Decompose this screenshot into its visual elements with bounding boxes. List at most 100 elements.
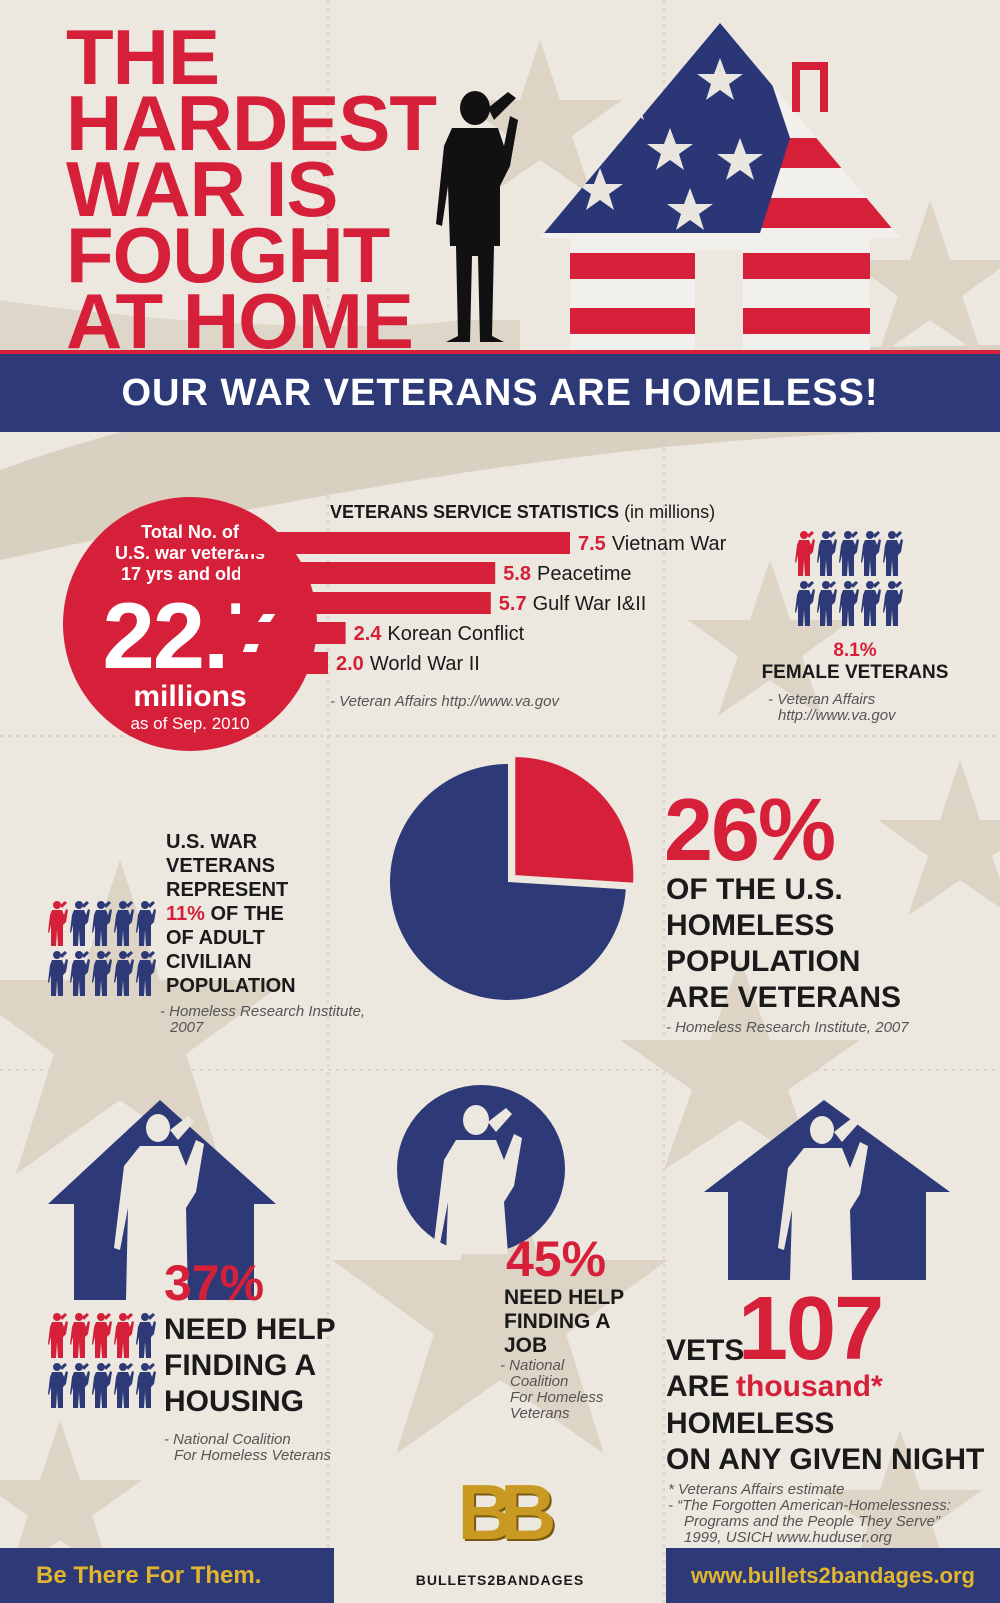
female-veterans-icon-grid bbox=[795, 531, 903, 626]
adult-pop-line4: 11% OF THE bbox=[166, 902, 296, 926]
soldier-icon bbox=[839, 581, 859, 626]
service-stats-title: VETERANS SERVICE STATISTICS (in millions… bbox=[330, 502, 715, 523]
female-source: - Veteran Affairs http://www.va.gov bbox=[768, 692, 896, 724]
job-line2: FINDING A bbox=[504, 1310, 611, 1333]
total-date: as of Sep. 2010 bbox=[130, 714, 250, 733]
night-note4: 1999, USICH www.huduser.org bbox=[684, 1529, 892, 1546]
house-soldier-icon bbox=[704, 1100, 950, 1280]
adult-pop-line7: POPULATION bbox=[166, 975, 296, 997]
job-text: NEED HELP FINDING A JOB bbox=[504, 1286, 624, 1358]
title-line: FOUGHT bbox=[66, 211, 390, 299]
pie-source: - Homeless Research Institute, 2007 bbox=[666, 1019, 909, 1036]
bar-label: 5.8 Peacetime bbox=[503, 563, 631, 585]
night-notes: * Veterans Affairs estimate - “The Forgo… bbox=[668, 1482, 951, 1546]
housing-text: NEED HELP FINDING A HOUSING bbox=[164, 1312, 336, 1420]
pie-value: 26% bbox=[664, 780, 836, 879]
pie-line3: POPULATION bbox=[666, 945, 861, 978]
soldier-icon bbox=[70, 1363, 90, 1408]
total-line1: Total No. of bbox=[141, 522, 239, 542]
soldier-icon bbox=[817, 531, 837, 576]
service-stats-unit: (in millions) bbox=[624, 502, 716, 522]
housing-line2: FINDING A bbox=[164, 1349, 317, 1382]
pie-slice bbox=[390, 764, 626, 1000]
adult-pop-line5: OF ADULT bbox=[166, 927, 265, 949]
circle-soldier-icon bbox=[397, 1085, 565, 1254]
soldier-icon bbox=[48, 901, 68, 946]
adult-pop-line6: CIVILIAN bbox=[166, 951, 252, 973]
soldier-icon bbox=[883, 581, 903, 626]
adult-pop-text: U.S. WAR VETERANS REPRESENT 11% OF THE O… bbox=[166, 830, 296, 998]
bar bbox=[240, 592, 491, 614]
house-soldier-icon bbox=[48, 1100, 276, 1300]
total-line3: 17 yrs and older bbox=[120, 564, 260, 584]
soldier-icon bbox=[92, 951, 112, 996]
soldier-icon bbox=[70, 1313, 90, 1358]
night-note2: - “The Forgotten American-Homelessness: bbox=[668, 1497, 951, 1514]
footer-url[interactable]: www.bullets2bandages.org bbox=[690, 1563, 975, 1588]
housing-line3: HOUSING bbox=[164, 1385, 305, 1418]
soldier-icon bbox=[92, 1313, 112, 1358]
job-source-line4: Veterans bbox=[510, 1405, 570, 1422]
housing-source-line2: For Homeless Veterans bbox=[174, 1447, 332, 1464]
soldier-icon bbox=[70, 951, 90, 996]
soldier-icon bbox=[70, 901, 90, 946]
homeless-pie-chart bbox=[390, 757, 634, 1000]
title-line: WAR IS bbox=[66, 145, 338, 233]
total-line2: U.S. war veterans bbox=[114, 543, 266, 563]
night-text: HOMELESS ON ANY GIVEN NIGHT bbox=[666, 1406, 984, 1478]
footer-left: Be There For Them. bbox=[0, 1548, 334, 1603]
female-value: 8.1% bbox=[833, 640, 877, 661]
adult-pop-source: - Homeless Research Institute, 2007 bbox=[160, 1004, 365, 1036]
soldier-icon bbox=[114, 1363, 134, 1408]
night-line1: HOMELESS bbox=[666, 1407, 835, 1440]
job-source-line3: For Homeless bbox=[510, 1389, 604, 1406]
night-unit: thousand* bbox=[736, 1370, 883, 1403]
bar bbox=[240, 652, 328, 674]
female-label: FEMALE VETERANS bbox=[761, 662, 949, 683]
saluting-soldier-icon bbox=[436, 91, 518, 342]
night-line2: ON ANY GIVEN NIGHT bbox=[666, 1443, 985, 1476]
housing-icon-grid bbox=[48, 1313, 156, 1408]
bar-label: 7.5 Vietnam War bbox=[578, 533, 727, 555]
soldier-icon bbox=[861, 581, 881, 626]
footer-right: www.bullets2bandages.org bbox=[666, 1548, 1000, 1603]
housing-source-line1: - National Coalition bbox=[164, 1431, 291, 1448]
soldier-icon bbox=[48, 1363, 68, 1408]
pie-line1: OF THE U.S. bbox=[666, 873, 843, 906]
soldier-icon bbox=[839, 531, 859, 576]
job-line3: JOB bbox=[504, 1334, 548, 1357]
pie-slice bbox=[515, 757, 634, 883]
brand-name: BULLETS2BANDAGES bbox=[415, 1572, 585, 1588]
pie-line4: ARE VETERANS bbox=[666, 981, 902, 1014]
soldier-icon bbox=[114, 1313, 134, 1358]
bar-label: 5.7 Gulf War I&II bbox=[499, 593, 647, 615]
adult-pop-source-line1: - Homeless Research Institute, bbox=[160, 1003, 366, 1020]
service-stats-source: - Veteran Affairs http://www.va.gov bbox=[330, 693, 559, 710]
job-source-line1: - National bbox=[500, 1357, 565, 1374]
night-note1: * Veterans Affairs estimate bbox=[668, 1481, 845, 1498]
housing-source: - National Coalition For Homeless Vetera… bbox=[164, 1432, 331, 1464]
soldier-icon bbox=[114, 951, 134, 996]
title-line: HARDEST bbox=[66, 79, 437, 167]
housing-line1: NEED HELP bbox=[164, 1313, 336, 1346]
soldier-icon bbox=[92, 1363, 112, 1408]
bar bbox=[240, 532, 570, 554]
bar bbox=[240, 622, 346, 644]
adult-pop-line2: VETERANS bbox=[166, 855, 275, 877]
soldier-icon bbox=[48, 951, 68, 996]
total-unit: millions bbox=[133, 680, 247, 713]
banner-text: OUR WAR VETERANS ARE HOMELESS! bbox=[121, 372, 879, 414]
night-value: 107 bbox=[738, 1279, 884, 1379]
housing-value: 37% bbox=[164, 1255, 265, 1311]
adult-pop-line1: U.S. WAR bbox=[166, 831, 258, 853]
bar-label: 2.0 World War II bbox=[336, 653, 480, 675]
soldier-icon bbox=[114, 901, 134, 946]
bar bbox=[240, 562, 496, 584]
service-stats-chart: 7.5 Vietnam War 5.8 Peacetime 5.7 Gulf War I&… bbox=[240, 532, 727, 675]
soldier-icon bbox=[48, 1313, 68, 1358]
total-description: Total No. of U.S. war veterans 17 yrs an… bbox=[62, 522, 318, 585]
adult-pop-source-line2: 2007 bbox=[170, 1019, 204, 1036]
soldier-icon bbox=[136, 1363, 156, 1408]
main-title: THE HARDEST WAR IS FOUGHT AT HOME bbox=[66, 18, 437, 360]
soldier-icon bbox=[136, 951, 156, 996]
